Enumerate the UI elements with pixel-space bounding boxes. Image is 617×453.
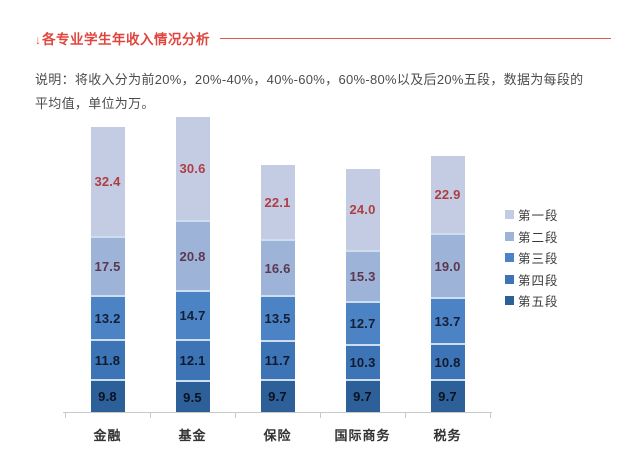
value-label: 30.6: [179, 161, 206, 176]
value-label: 24.0: [349, 202, 376, 217]
x-axis-label-基金: 基金: [178, 428, 207, 443]
value-label: 13.5: [264, 311, 291, 326]
legend-swatch-icon: [505, 210, 514, 220]
legend-item-第四段: 第四段: [505, 269, 605, 291]
axis-tick: [150, 413, 151, 418]
value-label: 16.6: [264, 260, 291, 276]
value-label: 9.7: [353, 389, 372, 404]
bar-segment-第四段: 12.1: [175, 339, 210, 380]
value-label: 15.3: [349, 269, 376, 284]
axis-tick: [405, 413, 406, 418]
x-axis-label-金融: 金融: [93, 428, 122, 443]
value-label: 12.1: [179, 353, 206, 368]
value-label: 13.7: [434, 313, 461, 329]
bar-segment-第二段: 16.6: [260, 239, 295, 295]
legend-item-第三段: 第三段: [505, 247, 605, 269]
legend-item-第二段: 第二段: [505, 226, 605, 248]
page-title: 各专业学生年收入情况分析: [42, 32, 210, 47]
bar-segment-第四段: 11.8: [90, 339, 125, 379]
bar-segment-第一段: 22.9: [430, 156, 465, 233]
bar-segment-第三段: 12.7: [345, 301, 380, 344]
bar-segment-第三段: 13.5: [260, 295, 295, 340]
legend-swatch-icon: [505, 231, 514, 241]
bar-segment-第二段: 17.5: [90, 236, 125, 295]
legend-item-第一段: 第一段: [505, 204, 605, 226]
bar-segment-第一段: 30.6: [175, 117, 210, 220]
x-axis-label-国际商务: 国际商务: [334, 428, 391, 443]
bar-segment-第四段: 10.8: [430, 343, 465, 379]
bar-column-保险: 22.1 16.6 13.5 11.7 9.7: [260, 165, 295, 412]
bar-segment-第三段: 14.7: [175, 290, 210, 339]
value-label: 17.5: [94, 259, 121, 274]
legend-label: 第五段: [518, 295, 559, 310]
bar-segment-第五段: 9.7: [430, 379, 465, 412]
bar-segment-第二段: 15.3: [345, 250, 380, 301]
value-label: 11.7: [264, 353, 291, 368]
legend: 第一段第二段第三段第四段第五段: [505, 204, 605, 312]
value-label: 12.7: [349, 316, 376, 331]
bar-segment-第三段: 13.7: [430, 297, 465, 343]
value-label: 9.8: [98, 389, 117, 404]
bar-column-金融: 32.4 17.5 13.2 11.8 9.8: [90, 127, 125, 412]
value-label: 14.7: [179, 308, 206, 323]
bar-column-国际商务: 24.0 15.3 12.7 10.3 9.7: [345, 169, 380, 412]
bar-segment-第二段: 19.0: [430, 233, 465, 297]
value-label: 11.8: [94, 352, 121, 368]
bar-segment-第一段: 32.4: [90, 127, 125, 236]
legend-label: 第三段: [518, 252, 559, 267]
header: ↓ 各专业学生年收入情况分析: [35, 28, 611, 48]
legend-swatch-icon: [505, 274, 514, 284]
value-label: 22.1: [264, 194, 291, 210]
title-divider-line: [220, 37, 611, 39]
bar-segment-第四段: 10.3: [345, 344, 380, 379]
value-label: 9.7: [438, 389, 457, 404]
stacked-bar-chart: 32.4 17.5 13.2 11.8 9.8 金融 30.6 20.8 14.7 12.1 9.5…: [63, 111, 492, 443]
bar-segment-第一段: 24.0: [345, 169, 380, 250]
bar-column-税务: 22.9 19.0 13.7 10.8 9.7: [430, 156, 465, 412]
value-label: 22.9: [434, 187, 461, 202]
legend-label: 第二段: [518, 230, 559, 245]
axis-tick: [65, 413, 66, 418]
value-label: 9.7: [268, 389, 287, 404]
legend-label: 第一段: [518, 209, 559, 224]
bar-segment-第五段: 9.7: [260, 379, 295, 412]
x-axis-line: [63, 412, 492, 413]
axis-tick: [490, 413, 491, 418]
legend-swatch-icon: [505, 253, 514, 263]
bar-segment-第一段: 22.1: [260, 165, 295, 239]
bar-segment-第五段: 9.5: [175, 380, 210, 412]
value-label: 10.8: [434, 354, 461, 370]
legend-swatch-icon: [505, 296, 514, 306]
down-arrow-icon: ↓: [35, 33, 41, 47]
bar-segment-第四段: 11.7: [260, 340, 295, 379]
legend-label: 第四段: [518, 273, 559, 288]
bar-segment-第二段: 20.8: [175, 220, 210, 290]
x-axis-label-税务: 税务: [433, 428, 462, 443]
bar-segment-第五段: 9.7: [345, 379, 380, 412]
value-label: 19.0: [434, 258, 461, 274]
x-axis-label-保险: 保险: [263, 428, 292, 443]
value-label: 32.4: [94, 174, 121, 189]
bar-segment-第五段: 9.8: [90, 379, 125, 412]
bar-segment-第三段: 13.2: [90, 295, 125, 339]
value-label: 10.3: [349, 355, 376, 370]
axis-tick: [235, 413, 236, 418]
value-label: 9.5: [183, 389, 202, 405]
chart-description: 说明：将收入分为前20%，20%-40%，40%-60%，60%-80%以及后2…: [35, 72, 584, 111]
bar-column-基金: 30.6 20.8 14.7 12.1 9.5: [175, 117, 210, 412]
value-label: 13.2: [94, 310, 121, 326]
value-label: 20.8: [179, 248, 206, 264]
legend-item-第五段: 第五段: [505, 290, 605, 312]
axis-tick: [320, 413, 321, 418]
